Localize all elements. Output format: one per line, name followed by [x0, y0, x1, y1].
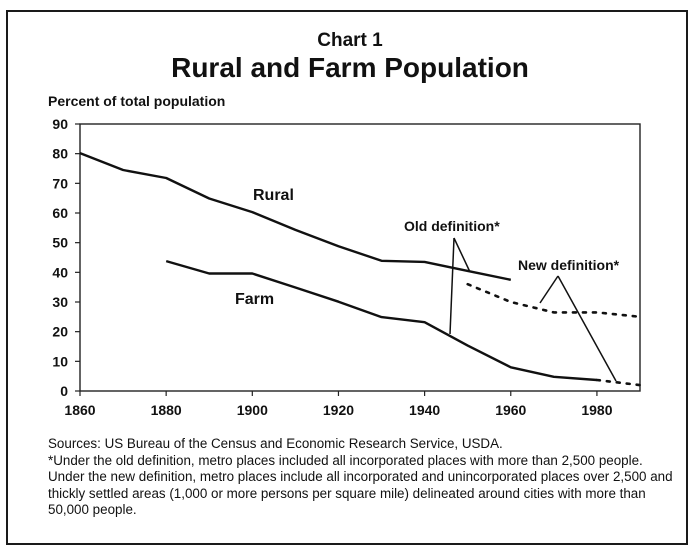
- y-tick-label: 70: [52, 175, 68, 191]
- plot-border: [79, 123, 641, 392]
- chart-title: Rural and Farm Population: [171, 52, 529, 83]
- y-tick-label: 20: [52, 324, 68, 340]
- y-axis-label: Percent of total population: [48, 93, 226, 109]
- x-tick-label: 1900: [237, 402, 268, 418]
- farm-label: Farm: [235, 291, 274, 308]
- y-tick-label: 50: [52, 235, 68, 251]
- x-tick-label: 1940: [409, 402, 440, 418]
- new-definition-leader: [557, 275, 617, 382]
- series-line-4: [595, 378, 642, 387]
- series-line-3: [466, 282, 642, 319]
- rural-label: Rural: [253, 187, 294, 204]
- old-definition-leader: [453, 237, 471, 273]
- rural-line: [79, 151, 512, 281]
- farm-line: [165, 259, 597, 382]
- old-definition-leader: [449, 237, 455, 335]
- chart-frame: [6, 10, 688, 545]
- old-definition-label: Old definition*: [404, 218, 500, 234]
- new-definition-label: New definition*: [518, 257, 620, 273]
- y-tick-label: 80: [52, 146, 68, 162]
- chart-number: Chart 1: [317, 30, 383, 51]
- footnotes: Sources: US Bureau of the Census and Eco…: [48, 436, 678, 519]
- x-tick-label: 1980: [581, 402, 612, 418]
- definition-note: *Under the old definition, metro places …: [48, 452, 673, 518]
- y-tick-label: 90: [52, 116, 68, 132]
- y-tick-label: 40: [52, 264, 68, 280]
- x-tick-label: 1960: [495, 402, 526, 418]
- y-tick-label: 0: [60, 383, 68, 399]
- x-tick-label: 1860: [64, 402, 95, 418]
- x-tick-label: 1880: [151, 402, 182, 418]
- y-tick-label: 60: [52, 205, 68, 221]
- y-tick-label: 10: [52, 353, 68, 369]
- new-definition-leader: [539, 275, 559, 304]
- x-tick-label: 1920: [323, 402, 354, 418]
- sources-note: Sources: US Bureau of the Census and Eco…: [48, 436, 503, 451]
- y-tick-label: 30: [52, 294, 68, 310]
